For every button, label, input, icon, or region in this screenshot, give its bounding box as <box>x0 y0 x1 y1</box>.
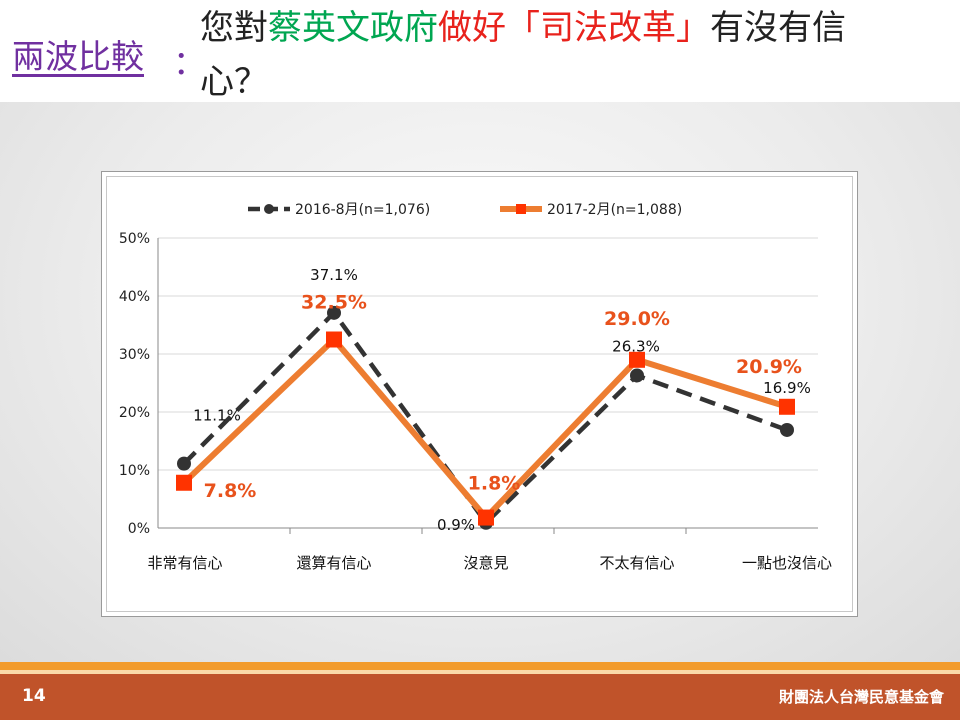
footer-accent-strip-light <box>0 670 960 674</box>
legend-marker-2016 <box>264 204 274 214</box>
category-label: 沒意見 <box>463 554 508 572</box>
page-title: 您對蔡英文政府做好「司法改革」有沒有信 <box>200 8 846 48</box>
y-tick-label: 10% <box>119 463 150 479</box>
series-2017-point <box>779 398 795 415</box>
data-label-2016: 37.1% <box>310 266 358 284</box>
section-colon: ： <box>173 43 206 82</box>
series-2016-point <box>780 422 794 437</box>
data-label-2016: 11.1% <box>193 407 241 425</box>
data-labels: 11.1% 37.1% 0.9% 26.3% 16.9% 7.8% 32.5% 1.8% 29.… <box>193 266 811 534</box>
chart-area <box>106 176 853 612</box>
footer-bar <box>0 674 960 720</box>
y-tick-label: 20% <box>119 405 150 421</box>
organization-name: 財團法人台灣民意基金會 <box>778 688 944 706</box>
data-label-2017: 7.8% <box>204 480 257 502</box>
series-2017-point <box>478 509 494 526</box>
category-label: 一點也沒信心 <box>742 554 832 572</box>
title-green: 蔡英文政府 <box>268 8 438 48</box>
legend-marker-2017 <box>516 204 526 214</box>
category-label: 非常有信心 <box>147 554 222 572</box>
section-label: 兩波比較 <box>12 37 144 76</box>
axes: 0% 10% 20% 30% 40% 50% 非常有信心 還算有信心 沒意見 不太有信心 一點也沒信… <box>119 231 832 572</box>
legend-label-2016: 2016-8月(n=1,076) <box>295 202 430 218</box>
series-2017-point <box>629 351 645 368</box>
y-tick-label: 30% <box>119 347 150 363</box>
title-post: 有沒有信 <box>710 8 846 48</box>
legend: 2016-8月(n=1,076) 2017-2月(n=1,088) <box>248 202 682 218</box>
data-label-2017: 29.0% <box>604 308 670 330</box>
series-2016-point <box>177 456 191 471</box>
series-2016-point <box>630 368 644 383</box>
title-pre: 您對 <box>200 8 268 48</box>
data-label-2017: 32.5% <box>301 292 367 314</box>
data-label-2017: 20.9% <box>736 356 802 378</box>
title-red: 做好「司法改革」 <box>438 8 710 48</box>
data-label-2016: 16.9% <box>763 379 811 397</box>
grid-lines <box>158 237 818 471</box>
series-lines <box>176 305 795 530</box>
series-2017-point <box>326 331 342 348</box>
y-tick-label: 40% <box>119 289 150 305</box>
series-2016-point <box>327 305 341 320</box>
data-label-2016: 26.3% <box>612 337 660 355</box>
legend-label-2017: 2017-2月(n=1,088) <box>547 202 682 218</box>
page-number: 14 <box>22 686 46 706</box>
data-label-2016: 0.9% <box>437 516 475 534</box>
footer-accent-strip <box>0 662 960 670</box>
category-label: 不太有信心 <box>599 554 674 572</box>
series-2016-line <box>182 310 788 526</box>
category-label: 還算有信心 <box>296 554 371 572</box>
y-tick-label: 50% <box>119 231 150 247</box>
data-label-2017: 1.8% <box>468 473 521 495</box>
header <box>0 0 960 102</box>
y-tick-label: 0% <box>128 521 150 537</box>
page-title-line2: 心？ <box>200 62 268 102</box>
series-2017-point <box>176 474 192 491</box>
